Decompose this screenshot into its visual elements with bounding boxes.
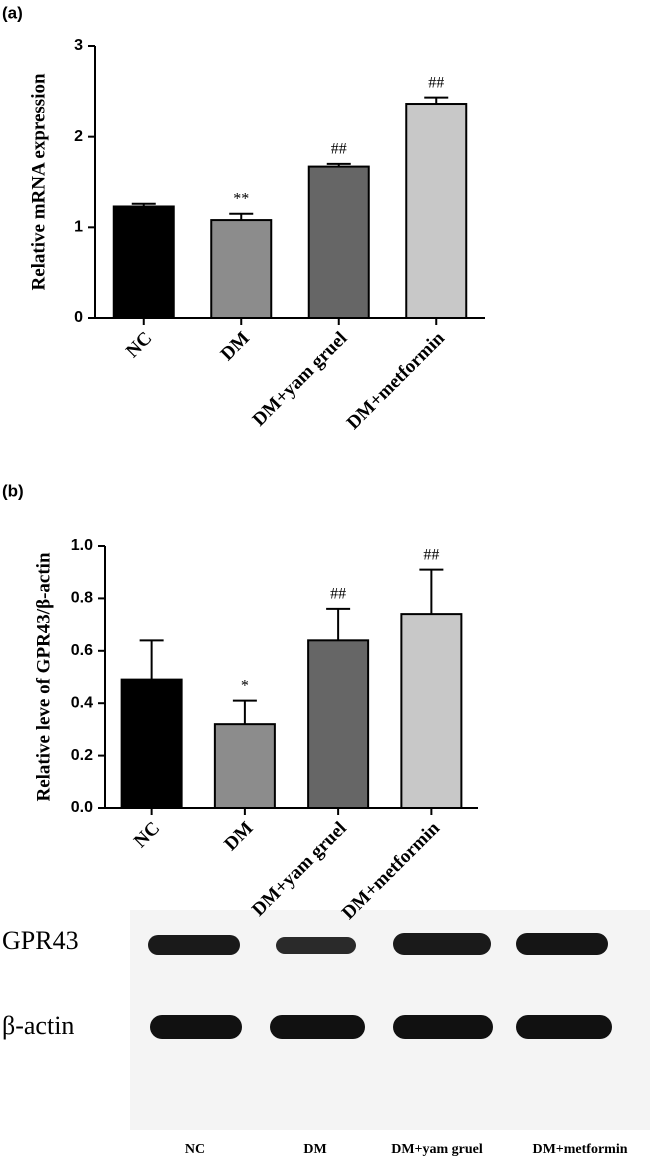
blot-lane-label: DM+metformin xyxy=(532,1142,627,1157)
bar xyxy=(307,639,370,809)
annotation: ## xyxy=(428,74,444,91)
blot-lane-label: DM xyxy=(303,1142,326,1157)
annotation: * xyxy=(241,677,249,694)
x-tick-label: DM+metformin xyxy=(338,817,444,923)
blot-row-label: GPR43 xyxy=(2,926,79,955)
annotation: ## xyxy=(423,546,439,563)
y-tick-label: 3 xyxy=(74,37,83,54)
blot-row-label: β-actin xyxy=(2,1011,74,1040)
y-tick-label: 0 xyxy=(74,309,83,326)
annotation: ## xyxy=(330,586,346,603)
bar xyxy=(112,205,175,319)
x-tick-label: DM+metformin xyxy=(343,327,449,433)
bar xyxy=(400,613,463,809)
y-tick-label: 2 xyxy=(74,128,83,145)
panel-label: (b) xyxy=(2,481,24,500)
annotation: ## xyxy=(331,141,347,158)
y-tick-label: 0.0 xyxy=(71,799,93,816)
bar xyxy=(120,678,183,809)
x-tick-label: NC xyxy=(130,818,164,852)
y-axis-label: Relative mRNA expression xyxy=(28,73,49,291)
bar xyxy=(307,165,370,319)
x-tick-label: DM+yam gruel xyxy=(248,818,351,921)
blot-lane-label: DM+yam gruel xyxy=(391,1142,483,1157)
y-tick-label: 1 xyxy=(74,219,83,236)
bar xyxy=(213,723,276,809)
blot-image xyxy=(130,910,650,1130)
x-tick-label: DM xyxy=(220,818,257,855)
annotation: ** xyxy=(233,190,249,207)
bar xyxy=(405,103,468,319)
blot-lane-label: NC xyxy=(185,1142,205,1157)
y-tick-label: 1.0 xyxy=(71,537,93,554)
y-axis-label: Relative leve of GPR43/β-actin xyxy=(33,552,54,801)
y-tick-label: 0.8 xyxy=(71,590,93,607)
x-tick-label: DM xyxy=(217,328,254,365)
y-tick-label: 0.4 xyxy=(71,694,93,711)
bar xyxy=(210,219,273,319)
panel-label: (a) xyxy=(2,3,23,22)
x-tick-label: DM+yam gruel xyxy=(249,328,352,431)
y-tick-label: 0.2 xyxy=(71,747,93,764)
y-tick-label: 0.6 xyxy=(71,642,93,659)
x-tick-label: NC xyxy=(122,328,156,362)
